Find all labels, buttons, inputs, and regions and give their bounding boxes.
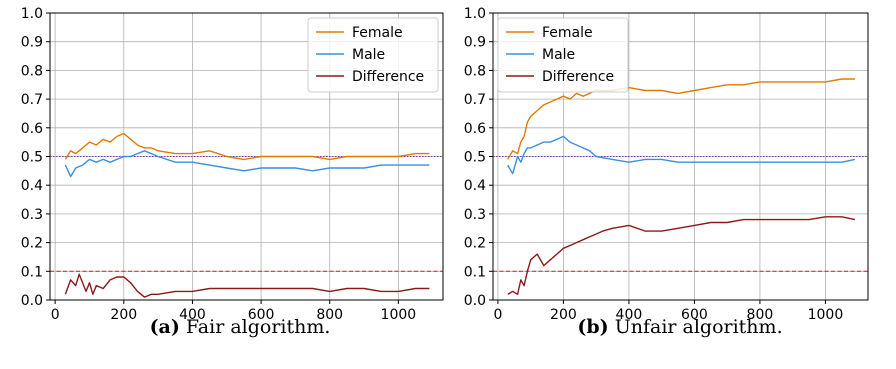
- y-tick-label: 0.9: [21, 35, 43, 51]
- caption-unfair: (b) Unfair algorithm.: [577, 316, 782, 338]
- caption-tag: (a): [149, 316, 180, 338]
- legend-label: Male: [352, 47, 385, 63]
- legend-box: [307, 17, 439, 93]
- y-tick-label: 0.2: [464, 236, 486, 252]
- y-tick-label: 0.8: [464, 63, 486, 79]
- legend-label: Difference: [352, 69, 424, 85]
- legend: Female Male Difference: [307, 17, 439, 93]
- series-line-difference: [64, 273, 430, 298]
- legend-label: Female: [542, 25, 593, 41]
- y-tick-label: 0.6: [21, 121, 43, 137]
- y-tick-label: 1.0: [21, 6, 43, 22]
- legend-label: Female: [352, 25, 403, 41]
- series-line-female: [64, 132, 430, 161]
- chart-panel-unfair: 0 200 400 600 800 1000 0.0 0.1 0.2 0.3 0.4 0.5 0.6 0.…: [464, 6, 869, 323]
- y-tick-label: 0.7: [464, 92, 486, 108]
- x-tick-label: 600: [248, 307, 275, 323]
- y-tick-label: 0.1: [464, 264, 486, 280]
- y-tick-label: 0.7: [21, 92, 43, 108]
- x-tick-label: 1000: [808, 307, 844, 323]
- series-line-male: [64, 150, 430, 178]
- series-line-male: [507, 135, 856, 175]
- y-tick-label: 0.5: [464, 150, 486, 166]
- y-tick-label: 0.2: [21, 236, 43, 252]
- y-tick-label: 0.3: [464, 207, 486, 223]
- x-tick-label: 0: [51, 307, 60, 323]
- caption-fair: (a) Fair algorithm.: [150, 316, 331, 338]
- y-tick-label: 0.4: [21, 178, 43, 194]
- y-tick-label: 0.0: [464, 293, 486, 309]
- x-tick-label: 0: [493, 307, 502, 323]
- y-tick-label: 1.0: [464, 6, 486, 22]
- x-tick-label: 400: [616, 307, 643, 323]
- x-tick-label: 200: [550, 307, 577, 323]
- y-tick-label: 0.6: [464, 121, 486, 137]
- caption-text: Fair algorithm.: [185, 316, 331, 338]
- x-tick-label: 400: [179, 307, 206, 323]
- y-tick-label: 0.9: [464, 35, 486, 51]
- y-tick-label: 0.3: [21, 207, 43, 223]
- chart-panel-fair: 0 200 400 600 800 1000 0.0 0.1 0.2 0.3 0.4 0.5 0.6 0.…: [21, 6, 444, 323]
- legend-label: Male: [542, 47, 575, 63]
- y-tick-label: 0.0: [21, 293, 43, 309]
- legend: Female Male Difference: [497, 17, 629, 93]
- x-tick-label: 800: [316, 307, 343, 323]
- series-line-difference: [507, 216, 856, 295]
- legend-box: [497, 17, 629, 93]
- legend-label: Difference: [542, 69, 614, 85]
- caption-text: Unfair algorithm.: [614, 316, 783, 338]
- x-tick-label: 1000: [381, 307, 417, 323]
- x-tick-label: 800: [747, 307, 774, 323]
- y-tick-label: 0.5: [21, 150, 43, 166]
- y-tick-label: 0.1: [21, 264, 43, 280]
- x-tick-label: 600: [681, 307, 708, 323]
- x-tick-label: 200: [110, 307, 137, 323]
- y-tick-label: 0.4: [464, 178, 486, 194]
- y-tick-label: 0.8: [21, 63, 43, 79]
- caption-tag: (b): [577, 316, 609, 338]
